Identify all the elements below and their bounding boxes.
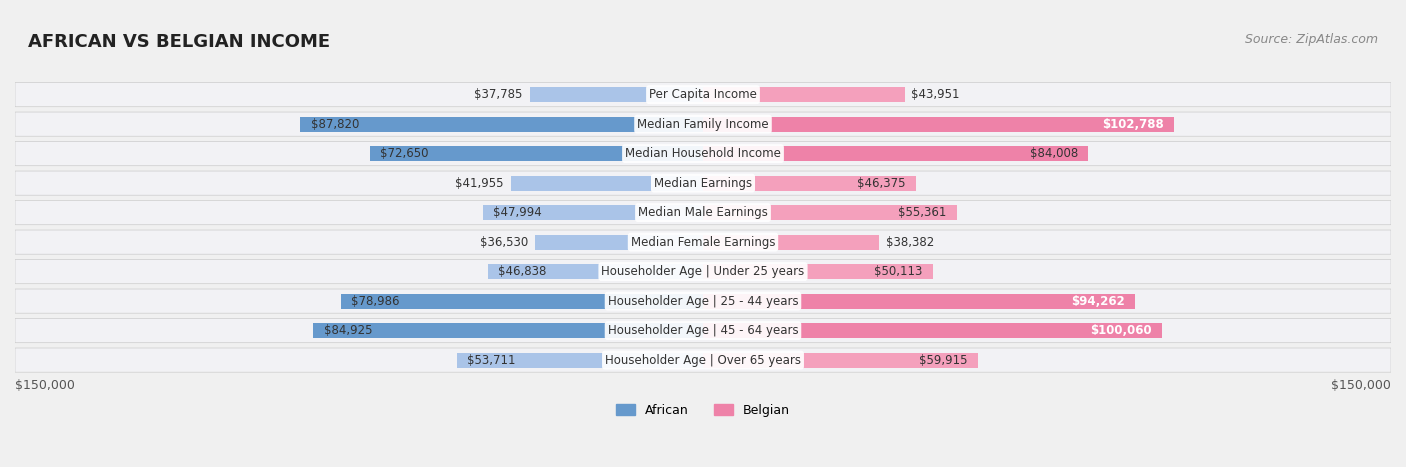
Bar	[703, 323, 1161, 338]
Text: Householder Age | 45 - 64 years: Householder Age | 45 - 64 years	[607, 324, 799, 337]
Text: $41,955: $41,955	[456, 177, 503, 190]
FancyBboxPatch shape	[15, 83, 1391, 107]
Text: $38,382: $38,382	[886, 236, 934, 248]
Text: $43,951: $43,951	[911, 88, 960, 101]
Bar	[703, 205, 957, 220]
Text: $53,711: $53,711	[467, 354, 516, 367]
Text: Median Male Earnings: Median Male Earnings	[638, 206, 768, 219]
Text: $102,788: $102,788	[1102, 118, 1164, 131]
Text: $46,838: $46,838	[499, 265, 547, 278]
Bar	[703, 176, 915, 191]
Bar	[482, 205, 703, 220]
Text: $55,361: $55,361	[898, 206, 946, 219]
Text: $59,915: $59,915	[920, 354, 967, 367]
Text: Median Household Income: Median Household Income	[626, 147, 780, 160]
FancyBboxPatch shape	[15, 200, 1391, 225]
Text: AFRICAN VS BELGIAN INCOME: AFRICAN VS BELGIAN INCOME	[28, 33, 330, 51]
Text: Median Family Income: Median Family Income	[637, 118, 769, 131]
Text: $150,000: $150,000	[1331, 379, 1391, 392]
Text: $84,925: $84,925	[323, 324, 373, 337]
Text: Source: ZipAtlas.com: Source: ZipAtlas.com	[1244, 33, 1378, 46]
Text: Householder Age | Over 65 years: Householder Age | Over 65 years	[605, 354, 801, 367]
Text: $36,530: $36,530	[481, 236, 529, 248]
Bar	[488, 264, 703, 279]
FancyBboxPatch shape	[15, 171, 1391, 195]
Bar	[457, 353, 703, 368]
Text: $150,000: $150,000	[15, 379, 75, 392]
Bar	[703, 294, 1136, 309]
Bar	[530, 87, 703, 102]
Text: Householder Age | 25 - 44 years: Householder Age | 25 - 44 years	[607, 295, 799, 308]
Bar	[301, 117, 703, 132]
Text: $84,008: $84,008	[1029, 147, 1078, 160]
Text: $94,262: $94,262	[1071, 295, 1125, 308]
FancyBboxPatch shape	[15, 112, 1391, 136]
Text: $46,375: $46,375	[856, 177, 905, 190]
Text: $100,060: $100,060	[1090, 324, 1152, 337]
Text: $37,785: $37,785	[474, 88, 523, 101]
Text: Median Female Earnings: Median Female Earnings	[631, 236, 775, 248]
Text: $72,650: $72,650	[380, 147, 429, 160]
FancyBboxPatch shape	[15, 142, 1391, 166]
Bar	[703, 353, 977, 368]
Bar	[510, 176, 703, 191]
Text: $50,113: $50,113	[875, 265, 922, 278]
Bar	[370, 146, 703, 161]
Text: $78,986: $78,986	[352, 295, 399, 308]
Text: Per Capita Income: Per Capita Income	[650, 88, 756, 101]
Text: Median Earnings: Median Earnings	[654, 177, 752, 190]
FancyBboxPatch shape	[15, 348, 1391, 372]
Bar	[703, 117, 1174, 132]
Bar	[703, 264, 932, 279]
Text: Householder Age | Under 25 years: Householder Age | Under 25 years	[602, 265, 804, 278]
Text: $47,994: $47,994	[494, 206, 541, 219]
FancyBboxPatch shape	[15, 230, 1391, 254]
Legend: African, Belgian: African, Belgian	[610, 398, 796, 423]
FancyBboxPatch shape	[15, 318, 1391, 343]
Bar	[536, 235, 703, 249]
Bar	[703, 146, 1088, 161]
Text: $87,820: $87,820	[311, 118, 359, 131]
Bar	[703, 87, 904, 102]
FancyBboxPatch shape	[15, 289, 1391, 313]
FancyBboxPatch shape	[15, 260, 1391, 284]
Bar	[340, 294, 703, 309]
Bar	[703, 235, 879, 249]
Bar	[314, 323, 703, 338]
